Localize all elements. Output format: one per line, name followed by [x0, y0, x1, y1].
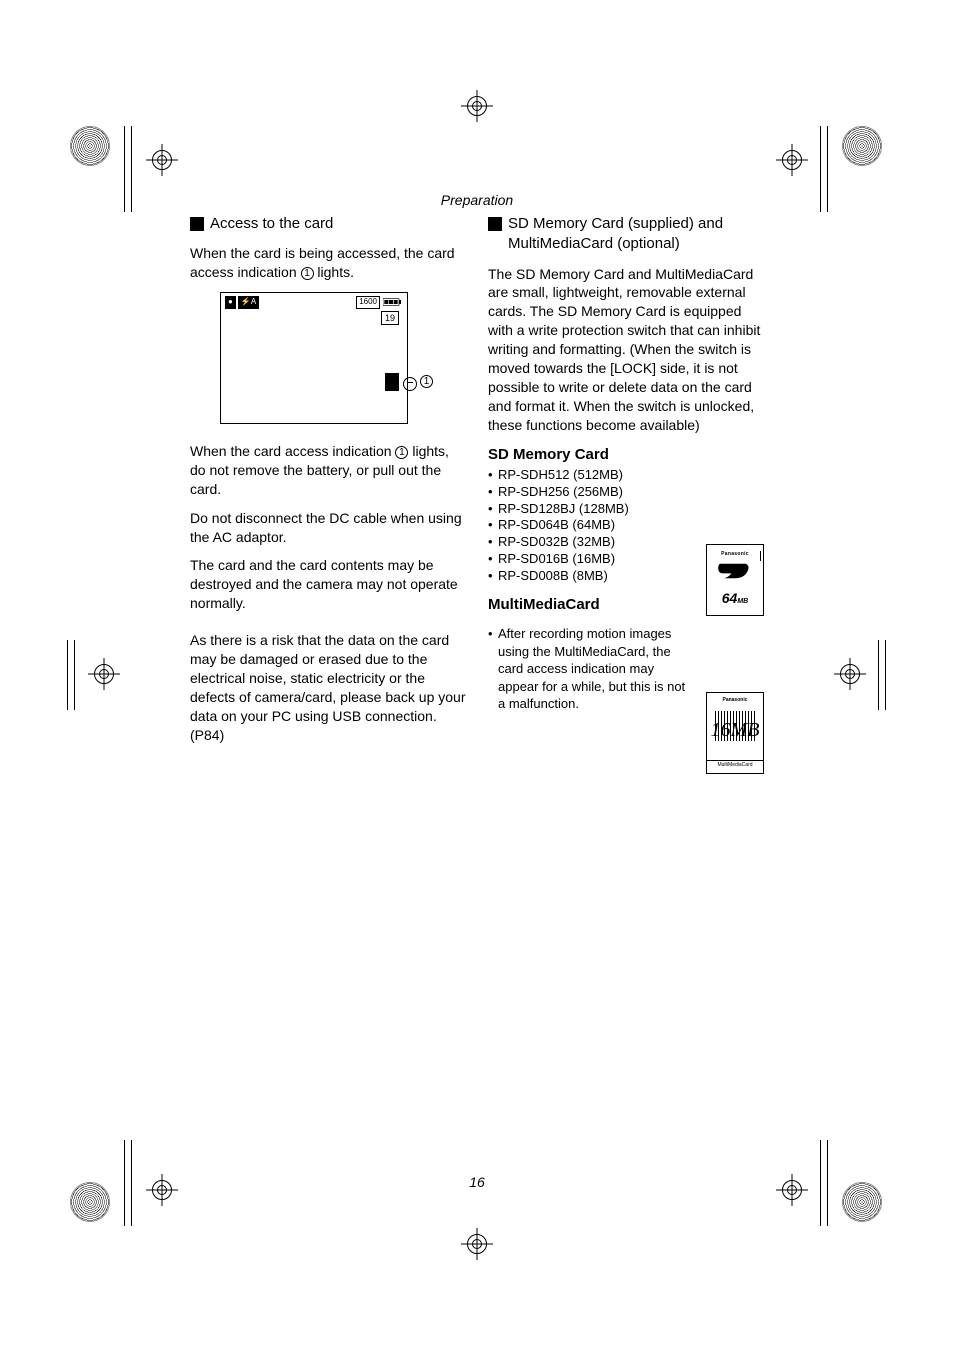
heading-access-card: Access to the card	[190, 214, 466, 234]
para-access-5: As there is a risk that the data on the …	[190, 631, 466, 744]
sd-card-image: Panasonic 64MB	[706, 544, 764, 616]
para-access-3: Do not disconnect the DC cable when usin…	[190, 509, 466, 547]
reg-line-tr	[820, 126, 821, 212]
para-access-4: The card and the card contents may be de…	[190, 556, 466, 613]
crosshair-bm	[461, 1228, 493, 1260]
mmc-note: After recording motion images using the …	[488, 625, 692, 713]
card-access-icon	[385, 373, 399, 391]
sd-title: SD Memory Card	[488, 445, 764, 465]
page: Preparation Access to the card When the …	[0, 0, 954, 1348]
para-access-2: When the card access indication 1 lights…	[190, 442, 466, 499]
camera-screen-diagram: ● ⚡A 1600	[220, 292, 408, 424]
mmc-card-brand: Panasonic	[707, 697, 763, 704]
crosshair-tr	[776, 144, 808, 176]
circled-1-icon: 1	[301, 267, 314, 280]
battery-icon	[383, 297, 403, 307]
section-title: Preparation	[190, 192, 764, 208]
annotation-line	[407, 382, 413, 383]
heading-sd-mmc: SD Memory Card (supplied) and MultiMedia…	[488, 214, 764, 255]
crosshair-ml	[88, 658, 120, 690]
reg-line-tl	[124, 126, 125, 212]
para-sd-desc: The SD Memory Card and MultiMediaCard ar…	[488, 265, 764, 435]
para-access-1: When the card is being accessed, the car…	[190, 244, 466, 282]
frame-counter: 19	[381, 311, 399, 325]
flash-icon: ⚡A	[238, 296, 259, 309]
camera-right-icons: 1600	[356, 296, 403, 309]
mmc-card-label: MultiMediaCard	[707, 760, 763, 769]
content-area: Preparation Access to the card When the …	[190, 192, 764, 1192]
crosshair-mr	[834, 658, 866, 690]
resolution-label: 1600	[356, 296, 380, 309]
sd-list-item: RP-SDH512 (512MB)	[488, 467, 764, 484]
annotation-number: 1	[420, 375, 433, 389]
sd-logo-icon	[717, 560, 753, 582]
reg-mark-top-right	[842, 126, 882, 166]
sd-list-item: RP-SDH256 (256MB)	[488, 484, 764, 501]
para2-a: When the card access indication	[190, 443, 395, 459]
square-bullet-icon	[190, 217, 204, 231]
camera-screen-top-row: ● ⚡A 1600	[225, 296, 403, 309]
reg-line-mr	[878, 640, 879, 710]
reg-mark-top-left	[70, 126, 110, 166]
reg-line-ml	[67, 640, 68, 710]
sd-list-item: RP-SD128BJ (128MB)	[488, 501, 764, 518]
sd-card-brand: Panasonic	[711, 551, 759, 558]
crosshair-tm	[461, 90, 493, 122]
heading-text-right: SD Memory Card (supplied) and MultiMedia…	[508, 214, 764, 255]
camera-mode-icons: ● ⚡A	[225, 296, 259, 309]
crosshair-tl	[146, 144, 178, 176]
page-number: 16	[0, 1174, 954, 1190]
camera-mode-icon: ●	[225, 296, 236, 309]
mmc-card-image: Panasonic 16MB MultiMediaCard	[706, 692, 764, 774]
square-bullet-icon	[488, 217, 502, 231]
columns: Access to the card When the card is bein…	[190, 214, 764, 755]
right-column: SD Memory Card (supplied) and MultiMedia…	[488, 214, 764, 755]
sd-list-item: RP-SD064B (64MB)	[488, 517, 764, 534]
heading-text-left: Access to the card	[210, 214, 333, 234]
left-column: Access to the card When the card is bein…	[190, 214, 466, 755]
mmc-card-capacity: 16MB	[707, 717, 763, 744]
para1-b: lights.	[314, 264, 354, 280]
sd-card-capacity: 64MB	[711, 589, 759, 608]
circled-2-icon: 1	[395, 446, 408, 459]
